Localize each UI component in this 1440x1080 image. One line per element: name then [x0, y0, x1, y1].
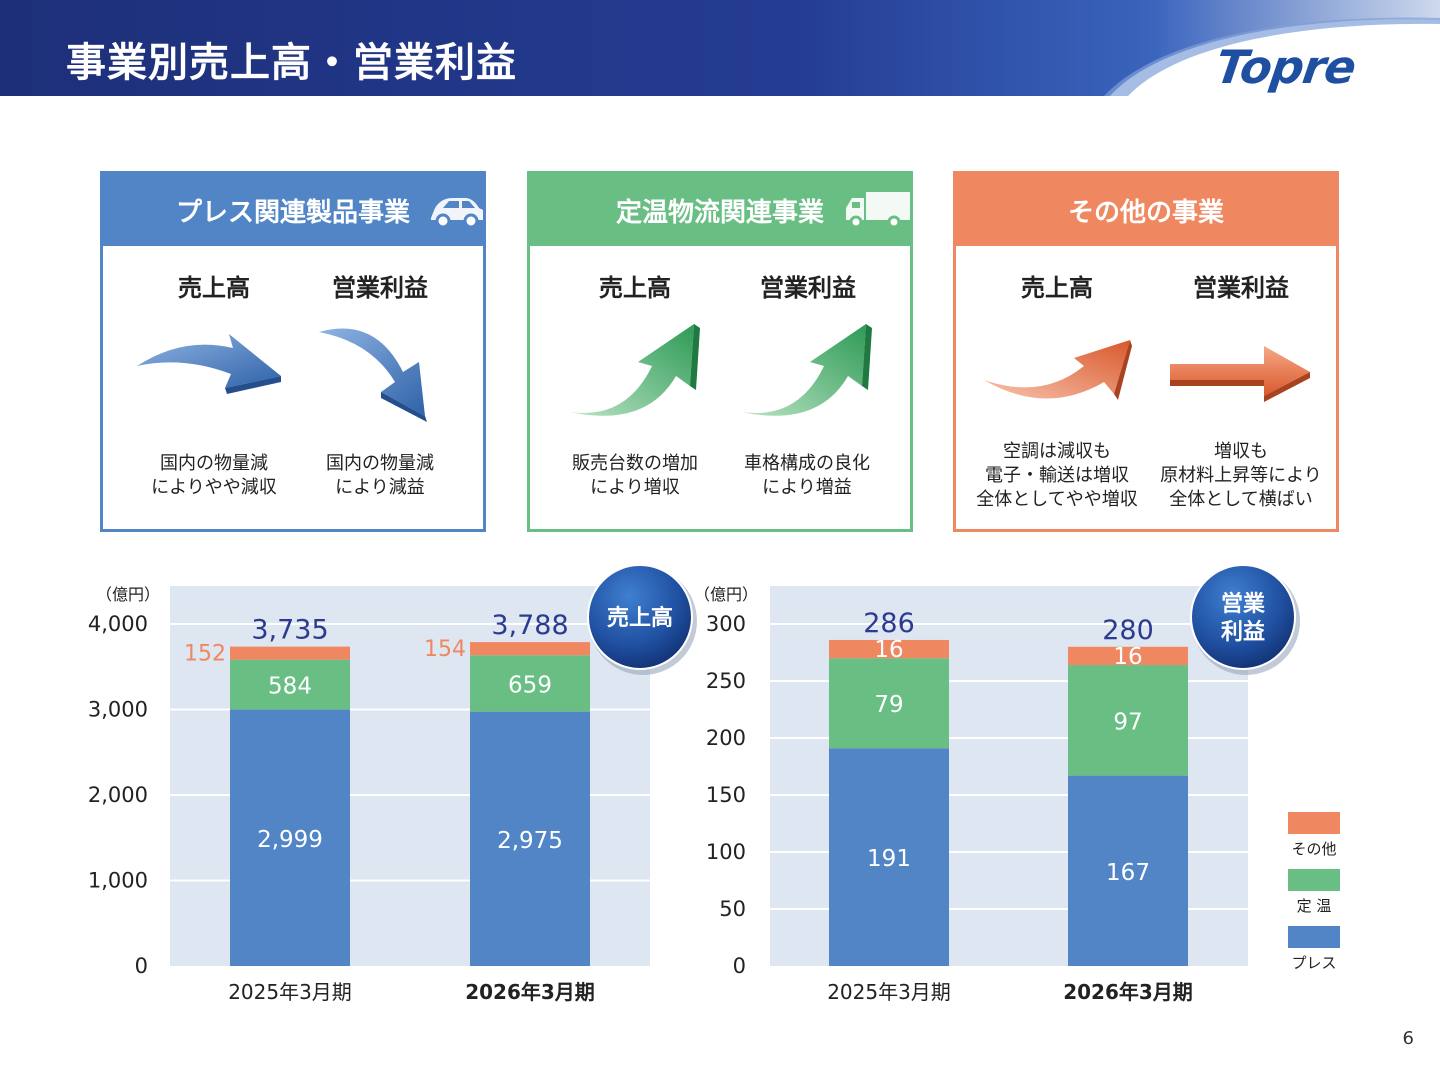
profit-note: 国内の物量減 により減益	[326, 453, 434, 498]
profit-note: 増収も 原材料上昇等により 全体として横ばい	[1160, 441, 1322, 510]
chart-badge	[1190, 564, 1296, 670]
bar-segment	[1068, 775, 1188, 966]
down-arrow	[319, 328, 427, 422]
bar-segment	[470, 655, 590, 712]
bar-segment	[470, 642, 590, 656]
profit-note: 車格構成の良化 により増益	[744, 453, 870, 498]
up-arrow	[742, 324, 872, 416]
sales-label: 売上高	[178, 274, 250, 302]
segment-title: プレス関連製品事業	[175, 197, 410, 228]
x-tick-label: 2025年3月期	[827, 980, 951, 1004]
unit-label: （億円）	[694, 585, 758, 604]
badge-label: 売上高	[607, 605, 673, 631]
header-background	[0, 0, 1440, 96]
y-tick-label: 100	[706, 840, 746, 864]
y-tick-label: 3,000	[88, 698, 148, 722]
legend-label: その他	[1291, 840, 1336, 858]
y-tick-label: 250	[706, 669, 746, 693]
sales-label: 売上高	[1021, 274, 1093, 302]
y-tick-label: 150	[706, 783, 746, 807]
segment-box-press: プレス関連製品事業 売上高 営業利益 国内の物量減 によりやや減収 国内の物量減…	[100, 171, 486, 532]
x-tick-label: 2026年3月期	[465, 980, 595, 1004]
profit-label: 営業利益	[332, 274, 428, 302]
y-tick-label: 2,000	[88, 783, 148, 807]
segment-body: 売上高 営業利益 国内の物量減 によりやや減収 国内の物量減 により減益	[103, 246, 483, 529]
segment-body: 売上高 営業利益 空調は減収も 電子・輸送は増収 全体としてやや増収 増収も 原…	[956, 246, 1336, 529]
page-header: 事業別売上高・営業利益 Topre	[0, 0, 1440, 96]
bar-segment	[829, 748, 949, 966]
car-icon	[431, 198, 483, 229]
chart-badge	[587, 564, 693, 670]
segment-title: その他の事業	[1067, 197, 1224, 228]
data-label: 191	[867, 846, 911, 872]
data-label: 79	[874, 692, 903, 718]
segment-header: その他の事業	[956, 174, 1336, 246]
bar-segment	[829, 639, 949, 659]
y-tick-label: 0	[135, 954, 148, 978]
bar-segment	[230, 709, 350, 966]
page-title: 事業別売上高・営業利益	[66, 40, 517, 86]
bar-segment	[230, 659, 350, 710]
total-label: 286	[863, 608, 915, 639]
data-label: 152	[184, 642, 226, 667]
bar-segment	[470, 711, 590, 966]
data-label: 167	[1106, 860, 1150, 886]
y-tick-label: 0	[733, 954, 746, 978]
total-label: 3,735	[251, 615, 328, 646]
data-label: 584	[268, 674, 312, 700]
legend-swatch	[1288, 926, 1340, 948]
badge-label: 利益	[1221, 619, 1265, 645]
segment-box-other: その他の事業 売上高 営業利益 空調は減収も 電子・輸送は増収 全体としてやや増…	[953, 171, 1339, 532]
flat-arrow	[1170, 346, 1310, 402]
y-tick-label: 50	[719, 897, 746, 921]
segment-header: プレス関連製品事業	[103, 174, 483, 246]
data-label: 659	[508, 672, 552, 698]
legend-label: 定 温	[1297, 897, 1332, 915]
data-label: 2,975	[497, 828, 563, 854]
profit-label: 営業利益	[1193, 274, 1289, 302]
sales-label: 売上高	[599, 274, 671, 302]
bar-segment	[829, 658, 949, 749]
legend-swatch	[1288, 869, 1340, 891]
total-label: 280	[1102, 615, 1154, 646]
segment-title: 定温物流関連事業	[615, 197, 824, 228]
y-tick-label: 200	[706, 726, 746, 750]
profit-label: 営業利益	[760, 274, 856, 302]
sales-note: 販売台数の増加 により増収	[572, 453, 698, 498]
page-number: 6	[1402, 1028, 1414, 1049]
sales-note: 空調は減収も 電子・輸送は増収 全体としてやや増収	[976, 441, 1138, 510]
legend-swatch	[1288, 812, 1340, 834]
total-label: 3,788	[491, 610, 568, 641]
x-tick-label: 2025年3月期	[228, 980, 352, 1004]
legend-label: プレス	[1291, 954, 1336, 972]
segment-box-teion: 定温物流関連事業 売上高 営業利益 販売台数の増加 により増収 車格構成の良化 …	[527, 171, 913, 532]
x-tick-label: 2026年3月期	[1063, 980, 1193, 1004]
y-tick-label: 300	[706, 612, 746, 636]
bar-segment	[1068, 665, 1188, 776]
y-tick-label: 1,000	[88, 869, 148, 893]
up-arrow	[570, 324, 700, 416]
segment-header: 定温物流関連事業	[530, 174, 910, 246]
data-label: 2,999	[257, 827, 323, 853]
unit-label: （億円）	[96, 585, 160, 604]
y-tick-label: 4,000	[88, 612, 148, 636]
sales-note: 国内の物量減 によりやや減収	[151, 453, 277, 498]
data-label: 16	[874, 637, 903, 663]
bar-segment	[1068, 646, 1188, 666]
down-curve-arrow	[137, 334, 281, 394]
segment-body: 売上高 営業利益 販売台数の増加 により増収 車格構成の良化 により増益	[530, 246, 910, 529]
slight-up-arrow	[984, 340, 1132, 400]
badge-label: 営業	[1221, 591, 1266, 617]
data-label: 97	[1113, 709, 1142, 735]
truck-icon	[846, 192, 910, 229]
bar-segment	[230, 646, 350, 660]
data-label: 16	[1113, 644, 1142, 670]
data-label: 154	[424, 637, 466, 662]
